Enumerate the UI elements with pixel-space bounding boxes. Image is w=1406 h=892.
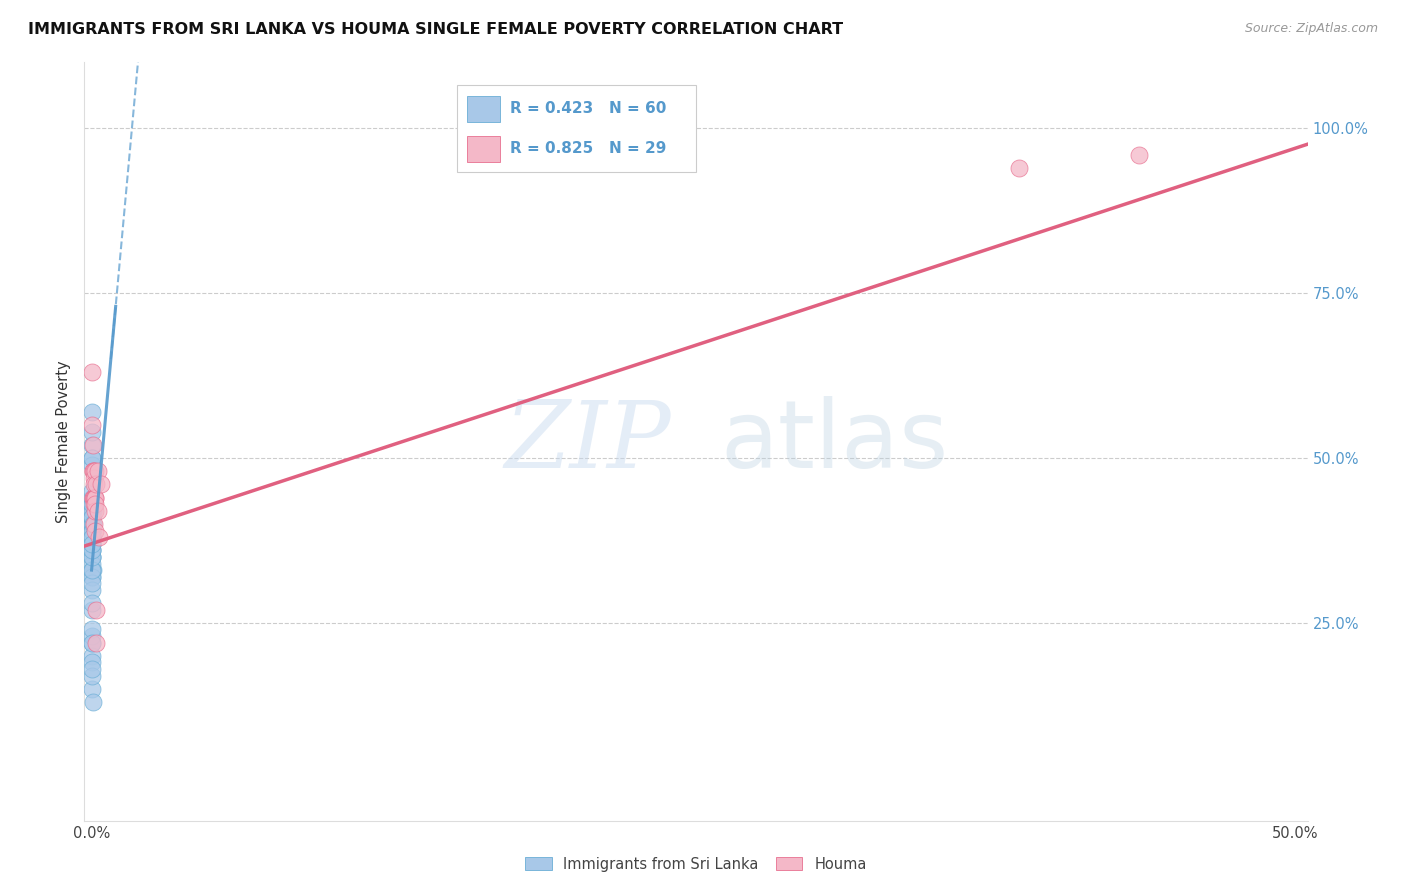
Point bbox=[80, 662, 103, 676]
Text: Source: ZipAtlas.com: Source: ZipAtlas.com bbox=[1244, 22, 1378, 36]
Point bbox=[80, 596, 103, 610]
Point bbox=[82, 450, 104, 465]
Legend: Immigrants from Sri Lanka, Houma: Immigrants from Sri Lanka, Houma bbox=[520, 851, 872, 878]
Point bbox=[80, 549, 103, 564]
Point bbox=[82, 537, 104, 551]
Point bbox=[83, 464, 105, 478]
Point bbox=[80, 681, 103, 696]
Point bbox=[80, 543, 103, 558]
Point bbox=[80, 365, 103, 379]
Point bbox=[83, 497, 105, 511]
Point bbox=[83, 491, 105, 505]
Point bbox=[82, 418, 104, 433]
Point bbox=[82, 510, 104, 524]
Point bbox=[82, 516, 104, 531]
Point bbox=[80, 524, 103, 538]
Point bbox=[82, 516, 104, 531]
Point bbox=[84, 491, 107, 505]
Point bbox=[80, 458, 103, 472]
Point bbox=[80, 530, 103, 544]
Point bbox=[82, 648, 104, 663]
Point bbox=[83, 516, 105, 531]
Point bbox=[84, 504, 107, 518]
Point bbox=[82, 570, 104, 584]
Point bbox=[83, 491, 105, 505]
Point bbox=[80, 530, 103, 544]
Point bbox=[84, 497, 107, 511]
Point bbox=[80, 537, 103, 551]
Point bbox=[83, 471, 105, 485]
Y-axis label: Single Female Poverty: Single Female Poverty bbox=[56, 360, 72, 523]
Point bbox=[80, 576, 103, 591]
Point bbox=[90, 477, 112, 491]
Point bbox=[82, 635, 104, 649]
Text: atlas: atlas bbox=[720, 395, 949, 488]
Point bbox=[82, 504, 104, 518]
Point bbox=[82, 516, 104, 531]
Point bbox=[80, 405, 103, 419]
Point bbox=[80, 510, 103, 524]
Point bbox=[1007, 161, 1029, 175]
Point bbox=[80, 557, 103, 571]
Point bbox=[87, 504, 110, 518]
Point bbox=[82, 563, 104, 577]
Point bbox=[80, 549, 103, 564]
Point bbox=[80, 450, 103, 465]
Point bbox=[80, 510, 103, 524]
Point bbox=[80, 438, 103, 452]
Point bbox=[80, 530, 103, 544]
Point bbox=[1128, 147, 1150, 161]
Point bbox=[80, 491, 103, 505]
Point bbox=[80, 629, 103, 643]
Point bbox=[80, 537, 103, 551]
Point bbox=[80, 524, 103, 538]
Point bbox=[82, 695, 104, 709]
Point bbox=[87, 530, 110, 544]
Point bbox=[80, 504, 103, 518]
Point bbox=[83, 491, 105, 505]
Point bbox=[80, 623, 103, 637]
Point bbox=[80, 530, 103, 544]
Point bbox=[82, 438, 104, 452]
Point bbox=[80, 582, 103, 597]
Point bbox=[80, 543, 103, 558]
Point bbox=[80, 563, 103, 577]
Point bbox=[86, 477, 108, 491]
Point bbox=[83, 477, 105, 491]
Point bbox=[82, 504, 104, 518]
Point bbox=[80, 524, 103, 538]
Point bbox=[80, 516, 103, 531]
Point bbox=[80, 549, 103, 564]
Point bbox=[80, 497, 103, 511]
Point bbox=[86, 635, 108, 649]
Point bbox=[80, 497, 103, 511]
Point bbox=[80, 602, 103, 616]
Point bbox=[80, 570, 103, 584]
Point bbox=[86, 464, 108, 478]
Point bbox=[82, 563, 104, 577]
Point bbox=[80, 656, 103, 670]
Point bbox=[80, 483, 103, 498]
Point bbox=[82, 464, 104, 478]
Point bbox=[80, 635, 103, 649]
Point bbox=[80, 543, 103, 558]
Point bbox=[84, 602, 107, 616]
Point bbox=[83, 524, 105, 538]
Point bbox=[84, 464, 107, 478]
Point bbox=[82, 491, 104, 505]
Point bbox=[82, 464, 104, 478]
Point bbox=[80, 504, 103, 518]
Point bbox=[80, 510, 103, 524]
Text: ZIP: ZIP bbox=[505, 397, 672, 486]
Point bbox=[80, 668, 103, 682]
Point bbox=[80, 530, 103, 544]
Point bbox=[80, 524, 103, 538]
Point bbox=[80, 425, 103, 439]
Point bbox=[82, 491, 104, 505]
Text: IMMIGRANTS FROM SRI LANKA VS HOUMA SINGLE FEMALE POVERTY CORRELATION CHART: IMMIGRANTS FROM SRI LANKA VS HOUMA SINGL… bbox=[28, 22, 844, 37]
